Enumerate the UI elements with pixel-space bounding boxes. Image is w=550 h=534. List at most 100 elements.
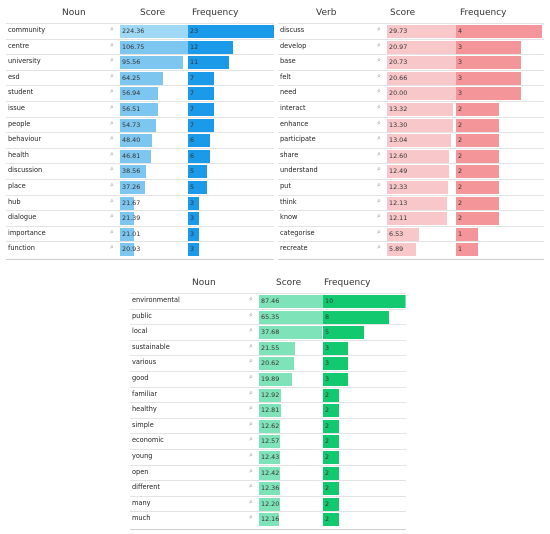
- table-row[interactable]: know ⌕ 12.11 2: [278, 210, 544, 226]
- search-icon[interactable]: ⌕: [110, 181, 114, 189]
- search-icon[interactable]: ⌕: [377, 134, 381, 143]
- table-row[interactable]: open ⌕ 12.42 2: [130, 464, 406, 481]
- table-row[interactable]: various ⌕ 20.62 3: [130, 355, 406, 371]
- table-row[interactable]: university ⌕ 95.56 11: [6, 54, 274, 70]
- search-icon[interactable]: ⌕: [377, 181, 381, 189]
- table-row[interactable]: issue ⌕ 56.51 7: [6, 101, 274, 117]
- search-icon[interactable]: ⌕: [377, 40, 381, 49]
- search-icon[interactable]: ⌕: [377, 227, 381, 236]
- search-icon[interactable]: ⌕: [249, 466, 253, 475]
- search-icon[interactable]: ⌕: [249, 310, 253, 319]
- table-row[interactable]: behaviour ⌕ 48.40 6: [6, 132, 274, 148]
- table-row[interactable]: good ⌕ 19.89 3: [130, 371, 406, 387]
- table-row[interactable]: develop ⌕ 20.97 3: [278, 38, 544, 55]
- table-row[interactable]: need ⌕ 20.00 3: [278, 85, 544, 101]
- search-icon[interactable]: ⌕: [377, 118, 381, 127]
- search-icon[interactable]: ⌕: [377, 212, 381, 221]
- table-row[interactable]: think ⌕ 12.13 2: [278, 194, 544, 211]
- table-row[interactable]: people ⌕ 54.73 7: [6, 116, 274, 133]
- search-icon[interactable]: ⌕: [110, 103, 114, 111]
- search-icon[interactable]: ⌕: [377, 25, 381, 33]
- table-row[interactable]: place ⌕ 37.26 5: [6, 179, 274, 195]
- table-row[interactable]: function ⌕ 20.93 3: [6, 241, 274, 257]
- search-icon[interactable]: ⌕: [249, 341, 253, 350]
- search-icon[interactable]: ⌕: [110, 56, 114, 65]
- table-row[interactable]: centre ⌕ 106.75 12: [6, 38, 274, 55]
- search-icon[interactable]: ⌕: [110, 71, 114, 80]
- frequency-column-header[interactable]: Frequency: [460, 8, 507, 18]
- search-icon[interactable]: ⌕: [377, 71, 381, 80]
- table-row[interactable]: categorise ⌕ 6.53 1: [278, 225, 544, 242]
- table-row[interactable]: interact ⌕ 13.32 2: [278, 101, 544, 117]
- search-icon[interactable]: ⌕: [249, 373, 253, 381]
- table-row[interactable]: much ⌕ 12.16 2: [130, 511, 406, 527]
- table-row[interactable]: young ⌕ 12.43 2: [130, 449, 406, 465]
- table-row[interactable]: economic ⌕ 12.57 2: [130, 433, 406, 449]
- search-icon[interactable]: ⌕: [110, 87, 114, 96]
- score-column-header[interactable]: Score: [140, 8, 166, 18]
- search-icon[interactable]: ⌕: [249, 435, 253, 444]
- search-icon[interactable]: ⌕: [377, 56, 381, 65]
- search-icon[interactable]: ⌕: [377, 87, 381, 96]
- table-row[interactable]: felt ⌕ 20.66 3: [278, 69, 544, 86]
- table-row[interactable]: health ⌕ 46.81 6: [6, 147, 274, 164]
- search-icon[interactable]: ⌕: [110, 149, 114, 158]
- table-row[interactable]: share ⌕ 12.60 2: [278, 147, 544, 164]
- word-column-header[interactable]: Verb: [316, 8, 337, 18]
- table-row[interactable]: put ⌕ 12.33 2: [278, 179, 544, 195]
- table-row[interactable]: hub ⌕ 21.67 3: [6, 194, 274, 211]
- search-icon[interactable]: ⌕: [110, 118, 114, 127]
- search-icon[interactable]: ⌕: [377, 149, 381, 158]
- search-icon[interactable]: ⌕: [249, 404, 253, 413]
- table-row[interactable]: recreate ⌕ 5.89 1: [278, 241, 544, 257]
- table-row[interactable]: healthy ⌕ 12.81 2: [130, 402, 406, 418]
- frequency-column-header[interactable]: Frequency: [192, 8, 239, 18]
- frequency-column-header[interactable]: Frequency: [324, 278, 371, 288]
- table-row[interactable]: discuss ⌕ 29.73 4: [278, 23, 544, 39]
- search-icon[interactable]: ⌕: [110, 212, 114, 221]
- search-icon[interactable]: ⌕: [377, 243, 381, 252]
- table-row[interactable]: importance ⌕ 21.01 3: [6, 225, 274, 242]
- search-icon[interactable]: ⌕: [249, 357, 253, 366]
- score-bar: [259, 435, 281, 449]
- search-icon[interactable]: ⌕: [249, 451, 253, 459]
- search-icon[interactable]: ⌕: [249, 482, 253, 491]
- table-row[interactable]: student ⌕ 56.94 7: [6, 85, 274, 101]
- table-row[interactable]: dialogue ⌕ 21.39 3: [6, 210, 274, 226]
- score-column-header[interactable]: Score: [390, 8, 416, 18]
- search-icon[interactable]: ⌕: [110, 40, 114, 49]
- search-icon[interactable]: ⌕: [110, 243, 114, 252]
- word-column-header[interactable]: Noun: [62, 8, 86, 18]
- search-icon[interactable]: ⌕: [110, 134, 114, 143]
- table-row[interactable]: understand ⌕ 12.49 2: [278, 163, 544, 179]
- table-row[interactable]: simple ⌕ 12.62 2: [130, 417, 406, 434]
- table-row[interactable]: many ⌕ 12.20 2: [130, 495, 406, 512]
- table-row[interactable]: discussion ⌕ 38.56 5: [6, 163, 274, 179]
- score-column-header[interactable]: Score: [276, 278, 302, 288]
- table-row[interactable]: public ⌕ 65.35 8: [130, 308, 406, 325]
- search-icon[interactable]: ⌕: [249, 295, 253, 303]
- table-row[interactable]: participate ⌕ 13.04 2: [278, 132, 544, 148]
- search-icon[interactable]: ⌕: [377, 196, 381, 205]
- table-row[interactable]: environmental ⌕ 87.46 10: [130, 293, 406, 309]
- search-icon[interactable]: ⌕: [249, 419, 253, 428]
- table-row[interactable]: community ⌕ 224.36 23: [6, 23, 274, 39]
- search-icon[interactable]: ⌕: [249, 513, 253, 522]
- table-row[interactable]: sustainable ⌕ 21.55 3: [130, 339, 406, 356]
- search-icon[interactable]: ⌕: [377, 165, 381, 174]
- search-icon[interactable]: ⌕: [110, 165, 114, 174]
- table-row[interactable]: familiar ⌕ 12.92 2: [130, 386, 406, 403]
- search-icon[interactable]: ⌕: [377, 103, 381, 111]
- search-icon[interactable]: ⌕: [110, 25, 114, 33]
- search-icon[interactable]: ⌕: [110, 196, 114, 205]
- table-row[interactable]: base ⌕ 20.73 3: [278, 54, 544, 70]
- search-icon[interactable]: ⌕: [249, 497, 253, 506]
- table-row[interactable]: local ⌕ 37.68 5: [130, 324, 406, 340]
- search-icon[interactable]: ⌕: [249, 388, 253, 397]
- table-row[interactable]: enhance ⌕ 13.30 2: [278, 116, 544, 133]
- word-column-header[interactable]: Noun: [192, 278, 216, 288]
- search-icon[interactable]: ⌕: [110, 227, 114, 236]
- search-icon[interactable]: ⌕: [249, 326, 253, 335]
- table-row[interactable]: esd ⌕ 64.25 7: [6, 69, 274, 86]
- table-row[interactable]: different ⌕ 12.36 2: [130, 480, 406, 496]
